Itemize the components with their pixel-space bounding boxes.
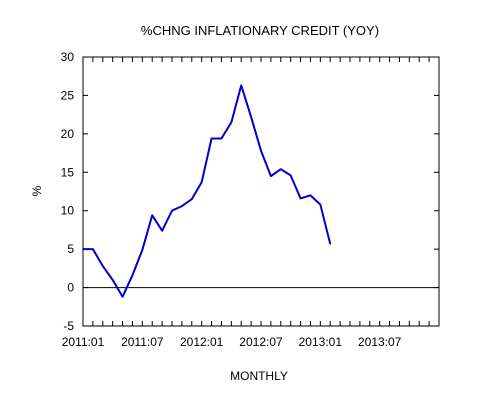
x-tick-label: 2013:07 [358,335,402,349]
data-point [319,203,322,206]
data-point [210,137,213,140]
data-point [329,242,332,245]
x-tick-label: 2012:07 [239,335,283,349]
data-point [111,279,114,281]
y-tick-label: 30 [61,50,75,64]
data-point [240,84,243,87]
data-point [230,121,233,124]
data-point [141,249,144,251]
y-axis-label: % [30,185,44,196]
x-axis-label: MONTHLY [230,369,288,383]
y-tick-label: -5 [63,319,74,333]
y-tick-label: 5 [67,242,74,256]
y-tick-label: 10 [61,204,75,218]
x-tick-label: 2013:01 [299,335,343,349]
y-tick-label: 15 [61,165,75,179]
y-tick-label: 25 [61,88,75,102]
y-tick-label: 0 [67,281,74,295]
data-point [250,116,252,118]
data-point [270,175,272,177]
y-tick-label: 20 [61,127,75,141]
x-tick-label: 2011:01 [62,335,105,349]
data-point [200,181,203,184]
data-point [121,295,124,298]
data-point [309,194,312,197]
data-point [82,248,84,250]
data-point [171,209,173,212]
x-tick-label: 2012:01 [180,335,224,349]
data-point [131,274,134,277]
chart-title: %CHNG INFLATIONARY CREDIT (YOY) [141,23,379,38]
data-point [190,198,193,200]
data-point [181,205,183,207]
data-point [161,229,163,232]
data-point [151,214,154,217]
series-line [83,84,332,298]
data-point [220,137,223,140]
data-point [92,248,94,250]
x-tick-label: 2011:07 [121,335,164,349]
x-axis: 2011:01 2011:07 2012:01 2012:07 2013:01 2013:… [62,57,440,349]
data-point [260,149,262,152]
y-axis: -5 0 5 10 15 20 25 30 [61,50,439,333]
data-point [299,197,302,200]
plot-area [82,56,440,327]
data-point [279,168,282,171]
data-point [289,174,292,177]
data-points [82,84,332,298]
data-point [101,265,104,267]
